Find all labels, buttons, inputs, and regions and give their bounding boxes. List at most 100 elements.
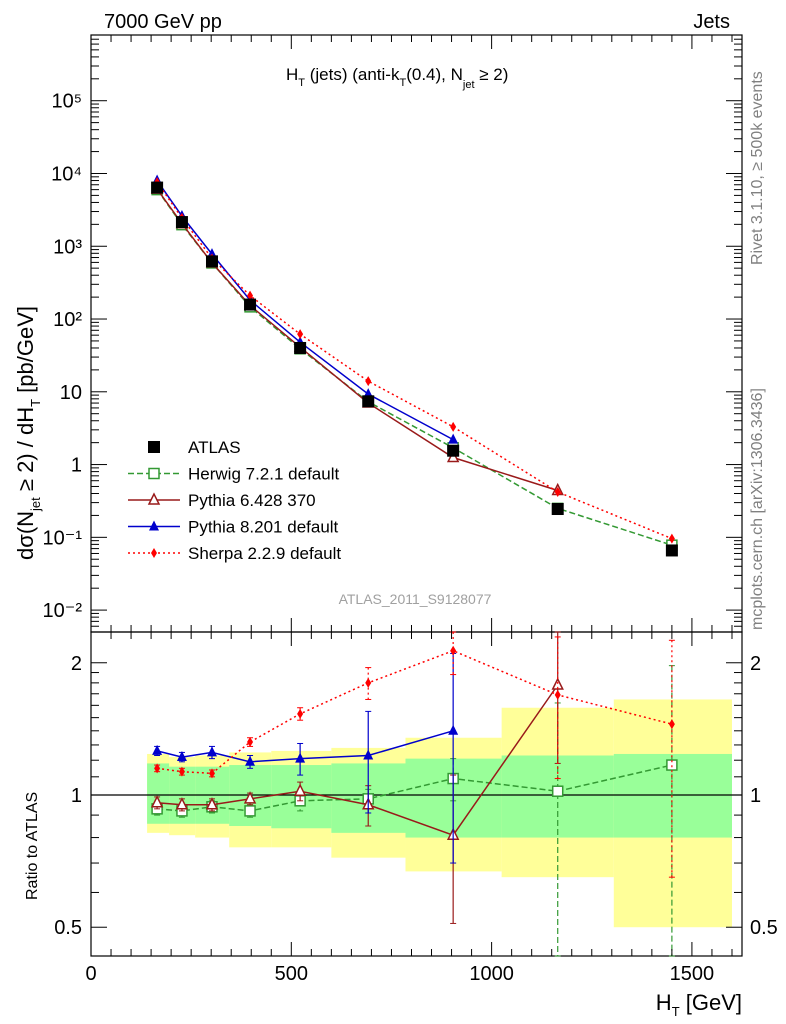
marker-triangle: [176, 751, 187, 762]
marker-square: [175, 216, 188, 229]
series-line: [156, 180, 454, 441]
title-part: (0.4), N: [406, 65, 463, 84]
ratio-uncertainty-bands: [147, 699, 732, 928]
y-tick-label: 10²: [53, 309, 82, 331]
marker-diamond: [365, 376, 372, 387]
main-frame: [90, 34, 743, 633]
marker-square: [551, 503, 564, 516]
marker-open-square: [148, 467, 160, 480]
marker-diamond: [668, 533, 675, 544]
marker-diamond: [297, 708, 304, 719]
legend-label: Herwig 7.2.1 default: [188, 465, 339, 484]
marker-diamond: [208, 768, 215, 779]
ratio-frame: [90, 631, 743, 957]
marker-diamond: [178, 766, 185, 777]
legend-label: Pythia 8.201 default: [188, 518, 339, 537]
main-title: HT (jets) (anti-kT(0.4), Njet ≥ 2): [286, 65, 508, 91]
marker-diamond: [365, 677, 372, 688]
series-line: [156, 181, 673, 540]
ratio-ylabel: Ratio to ATLAS: [24, 792, 41, 900]
title-part: H: [286, 65, 298, 84]
axis-ticks: 0 500 1000 1500 10⁻² 10⁻¹ 1 10 10² 10³ 10⁴ 10⁵ 0.5 0.…: [43, 34, 778, 985]
legend-label: Pythia 6.428 370: [188, 491, 316, 510]
marker-diamond: [154, 763, 161, 774]
marker-triangle: [295, 752, 306, 763]
marker-diamond: [450, 421, 457, 432]
marker-square: [148, 441, 160, 453]
marker-open-triangle: [243, 791, 257, 804]
marker-triangle: [206, 746, 217, 757]
marker-open-triangle: [150, 795, 164, 808]
analysis-watermark: ATLAS_2011_S9128077: [339, 591, 492, 607]
ylabel-part: dσ(N: [13, 511, 38, 560]
rivet-label: Rivet 3.1.10, ≥ 500k events: [749, 71, 766, 265]
marker-square: [665, 544, 678, 557]
marker-diamond: [668, 719, 675, 730]
marker-square: [151, 181, 164, 194]
marker-open-triangle: [205, 797, 219, 810]
header-left: 7000 GeV pp: [104, 11, 222, 33]
title-sub: T: [298, 77, 305, 89]
marker-diamond: [297, 329, 304, 340]
ylabel-sub: T: [28, 399, 43, 407]
x-tick-label: 1000: [469, 963, 514, 985]
main-ylabel: dσ(Njet ≥ 2) / dHT [pb/GeV]: [13, 306, 43, 560]
marker-diamond: [247, 737, 254, 748]
series-line: [156, 188, 558, 492]
marker-open-square: [551, 785, 564, 797]
legend-label: Sherpa 2.2.9 default: [188, 544, 341, 563]
source-label: mcplots.cern.ch [arXiv:1306.3436]: [749, 388, 766, 630]
ylabel-sub: jet: [28, 497, 43, 512]
title-sub: jet: [462, 79, 475, 91]
marker-triangle: [448, 433, 459, 444]
marker-triangle: [363, 749, 374, 760]
ratio-panel-series: [150, 631, 678, 957]
ratio-y-tick-label-right: 1: [750, 785, 761, 807]
marker-open-triangle: [293, 783, 307, 796]
ratio-y-tick-label: 1: [71, 785, 82, 807]
marker-diamond: [450, 645, 457, 656]
axes-frames: [90, 34, 743, 957]
main-panel-series: [150, 174, 678, 557]
title-part: ≥ 2): [475, 65, 509, 84]
marker-square: [362, 395, 375, 408]
ratio-y-tick-label: 2: [71, 653, 82, 675]
y-tick-label: 10⁻²: [43, 600, 83, 622]
marker-diamond: [151, 548, 157, 558]
x-tick-label: 500: [275, 963, 308, 985]
ylabel-part: [pb/GeV]: [13, 306, 38, 399]
ratio-y-tick-label-right: 2: [750, 653, 761, 675]
ratio-y-tick-label-right: 0.5: [750, 917, 778, 939]
y-tick-label: 10⁵: [51, 91, 82, 113]
marker-triangle: [152, 744, 163, 755]
marker-open-triangle: [147, 492, 161, 505]
marker-open-square: [244, 805, 256, 817]
title-sub: T: [399, 77, 406, 89]
marker-diamond: [554, 486, 561, 497]
marker-square: [294, 341, 307, 354]
y-tick-label: 1: [71, 455, 82, 477]
ratio-y-tick-label: 0.5: [54, 917, 82, 939]
y-tick-label: 10: [60, 382, 82, 404]
x-tick-label: 1500: [670, 963, 715, 985]
marker-diamond: [247, 290, 254, 301]
marker-triangle: [448, 724, 459, 735]
xlabel-part: H: [656, 990, 672, 1015]
marker-square: [244, 298, 257, 311]
y-tick-label: 10⁴: [51, 163, 82, 185]
marker-diamond: [554, 689, 561, 700]
marker-open-triangle: [551, 677, 564, 690]
xlabel: HT [GeV]: [656, 990, 742, 1019]
marker-open-square: [666, 759, 678, 771]
marker-square: [447, 444, 460, 457]
x-tick-label: 0: [85, 963, 96, 985]
ratio-series-line: [157, 684, 559, 837]
y-tick-label: 10⁻¹: [43, 527, 83, 549]
marker-square: [205, 255, 218, 268]
header-right: Jets: [693, 11, 730, 33]
xlabel-part: [GeV]: [680, 990, 742, 1015]
legend-label: ATLAS: [188, 438, 241, 457]
xlabel-sub: T: [672, 1004, 680, 1019]
title-part: (jets) (anti-k: [305, 65, 400, 84]
